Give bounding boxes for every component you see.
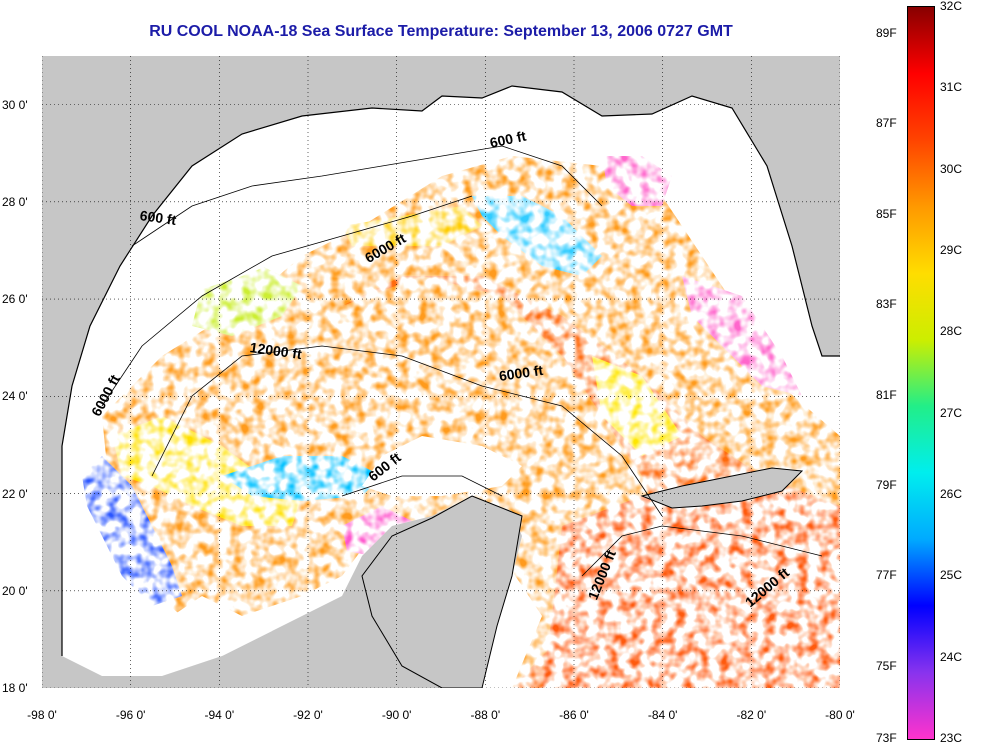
x-tick-label: -96 0' xyxy=(115,708,146,722)
sst-field xyxy=(72,131,840,688)
sst-map-graphic xyxy=(42,56,840,688)
colorbar-fahrenheit-label: 85F xyxy=(876,206,897,221)
y-tick-label: 24 0' xyxy=(2,389,28,404)
colorbar-celsius-label: 29C xyxy=(940,243,963,257)
colorbar-fahrenheit-label: 89F xyxy=(876,26,897,41)
y-tick-label: 30 0' xyxy=(2,97,28,112)
x-tick-label: -92 0' xyxy=(293,708,323,722)
x-tick-label: -84 0' xyxy=(647,708,678,722)
colorbar-fahrenheit-label: 77F xyxy=(876,568,897,583)
colorbar-fahrenheit-label: 87F xyxy=(876,116,897,131)
colorbar-fahrenheit-label: 73F xyxy=(876,731,897,745)
temperature-colorbar xyxy=(907,6,935,740)
x-tick-label: -90 0' xyxy=(381,708,412,722)
colorbar-celsius-label: 31C xyxy=(940,80,963,95)
bathymetry-contours xyxy=(101,145,823,577)
map-title: RU COOL NOAA-18 Sea Surface Temperature:… xyxy=(149,23,733,40)
y-tick-label: 28 0' xyxy=(2,194,28,209)
colorbar-celsius-label: 25C xyxy=(940,568,963,583)
sst-map xyxy=(42,56,840,688)
colorbar-celsius-label: 30C xyxy=(940,161,963,176)
y-tick-label: 26 0' xyxy=(2,292,28,307)
coastline xyxy=(61,85,840,656)
y-tick-label: 22 0' xyxy=(2,486,28,501)
land-features xyxy=(361,56,840,688)
colorbar-celsius-label: 32C xyxy=(940,0,963,13)
colorbar-fahrenheit-label: 75F xyxy=(876,658,897,673)
x-tick-label: -82 0' xyxy=(736,708,767,722)
colorbar-fahrenheit-label: 83F xyxy=(876,297,897,312)
graticule xyxy=(42,56,840,688)
y-tick-label: 18 0' xyxy=(2,681,28,695)
x-tick-label: -94 0' xyxy=(204,708,235,722)
y-tick-label: 20 0' xyxy=(2,583,28,598)
x-tick-label: -80 0' xyxy=(825,708,855,722)
colorbar-celsius-label: 27C xyxy=(940,405,963,420)
colorbar-celsius-label: 24C xyxy=(940,649,963,664)
x-tick-label: -88 0' xyxy=(470,708,501,722)
colorbar-celsius-label: 23C xyxy=(940,731,963,745)
colorbar-celsius-label: 28C xyxy=(940,324,963,339)
colorbar-fahrenheit-label: 79F xyxy=(876,477,897,492)
x-tick-label: -86 0' xyxy=(559,708,589,722)
colorbar-fahrenheit-label: 81F xyxy=(876,387,897,402)
colorbar-celsius-label: 26C xyxy=(940,487,963,501)
x-tick-label: -98 0' xyxy=(27,708,57,722)
